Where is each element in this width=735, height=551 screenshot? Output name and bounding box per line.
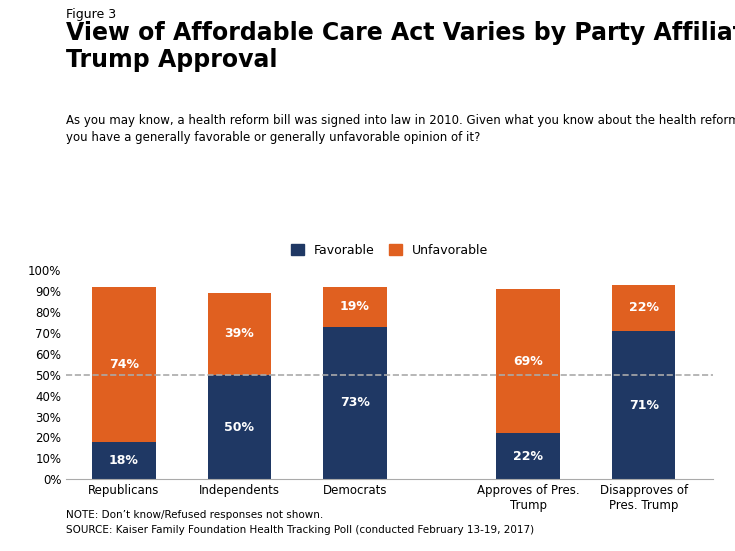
Bar — [612, 285, 675, 331]
Text: 22%: 22% — [513, 450, 543, 463]
Text: Figure 3: Figure 3 — [66, 8, 116, 21]
Text: View of Affordable Care Act Varies by Party Affiliation and
Trump Approval: View of Affordable Care Act Varies by Pa… — [66, 21, 735, 72]
Text: 19%: 19% — [340, 300, 370, 313]
Bar — [496, 433, 560, 479]
Bar — [323, 287, 387, 327]
Bar — [207, 375, 271, 479]
Text: As you may know, a health reform bill was signed into law in 2010. Given what yo: As you may know, a health reform bill wa… — [66, 114, 735, 144]
Text: 39%: 39% — [224, 327, 254, 341]
Text: 18%: 18% — [109, 454, 139, 467]
Bar — [92, 287, 156, 442]
Text: 71%: 71% — [628, 398, 659, 412]
Text: NOTE: Don’t know/Refused responses not shown.: NOTE: Don’t know/Refused responses not s… — [66, 510, 323, 520]
Bar — [92, 442, 156, 479]
Bar — [207, 293, 271, 375]
Bar — [496, 289, 560, 433]
Text: 50%: 50% — [224, 420, 254, 434]
Legend: Favorable, Unfavorable: Favorable, Unfavorable — [286, 239, 493, 262]
Bar — [323, 327, 387, 479]
Text: 22%: 22% — [628, 301, 659, 314]
Text: 69%: 69% — [513, 355, 543, 368]
Bar — [612, 331, 675, 479]
Text: SOURCE: Kaiser Family Foundation Health Tracking Poll (conducted February 13-19,: SOURCE: Kaiser Family Foundation Health … — [66, 525, 534, 534]
Text: 74%: 74% — [109, 358, 139, 371]
Text: 73%: 73% — [340, 397, 370, 409]
